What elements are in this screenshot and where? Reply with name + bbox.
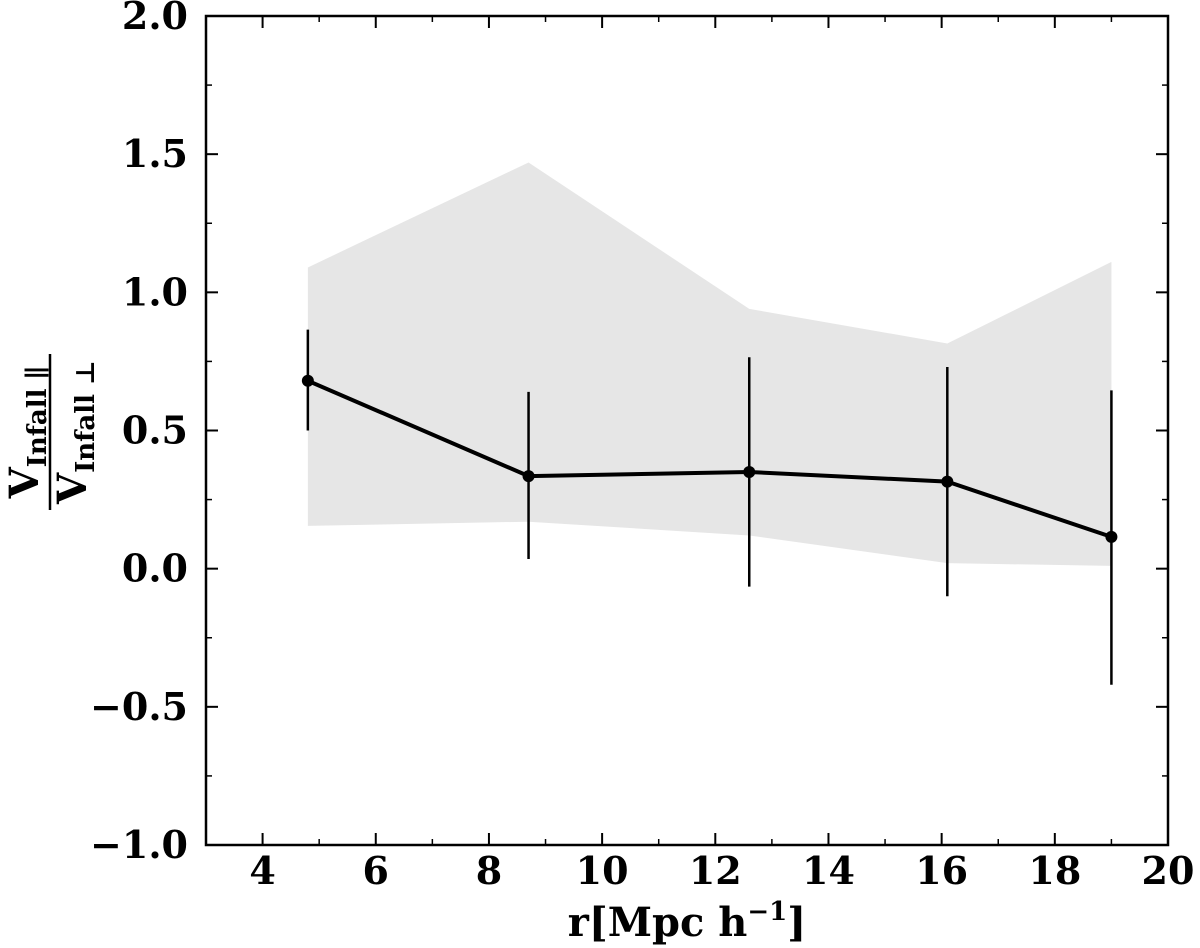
x-tick-label: 6: [363, 848, 389, 893]
x-tick-label: 16: [915, 848, 968, 893]
x-axis-label-unit: [Mpc h: [589, 899, 748, 946]
x-tick-label: 18: [1028, 848, 1081, 893]
x-tick-label: 8: [476, 848, 502, 893]
data-point: [743, 465, 756, 478]
y-axis-label-denominator: VInfall ⊥: [49, 360, 101, 505]
x-tick-label: 4: [249, 848, 275, 893]
y-axis-label-denominator-sub: Infall ⊥: [71, 360, 101, 473]
y-tick-label: −0.5: [90, 684, 188, 729]
y-tick-label: 2.0: [122, 0, 188, 38]
shaded-band-layer: [307, 162, 1112, 566]
data-point: [301, 374, 314, 387]
plot-frame: [204, 14, 1170, 847]
x-axis-label: r[Mpc h−1]: [568, 897, 806, 946]
x-axis-label-main: r: [568, 899, 590, 946]
data-point: [522, 470, 535, 483]
shaded-band: [307, 162, 1112, 566]
y-tick-label: 1.0: [122, 269, 188, 314]
x-axis-label-close: ]: [787, 899, 806, 946]
y-axis-label-numerator-sub: Infall ∥: [23, 366, 53, 468]
x-axis-label-exponent: −1: [747, 897, 787, 927]
y-tick-label: 0.0: [122, 546, 188, 591]
y-axis-label-numerator-main: V: [1, 466, 48, 499]
y-tick-label: 0.5: [122, 408, 188, 453]
y-axis-label-numerator: VInfall ∥: [1, 366, 53, 500]
data-point: [1105, 530, 1118, 543]
x-tick-label: 10: [576, 848, 629, 893]
data-point: [941, 475, 954, 488]
y-tick-label: 1.5: [122, 131, 188, 176]
y-tick-label: −1.0: [90, 822, 188, 867]
series-layer: [301, 329, 1118, 685]
x-tick-label: 12: [689, 848, 742, 893]
y-axis-label-denominator-main: V: [49, 472, 96, 505]
ticks-layer: 4 6 8 10 12 14 16 18 20 −1.0 −0.5 0.0 0.5 1.0 1.5 2.0: [90, 0, 1194, 893]
y-axis-label: VInfall ∥ VInfall ⊥: [1, 354, 101, 510]
x-tick-label: 20: [1142, 848, 1195, 893]
x-tick-label: 14: [802, 848, 855, 893]
